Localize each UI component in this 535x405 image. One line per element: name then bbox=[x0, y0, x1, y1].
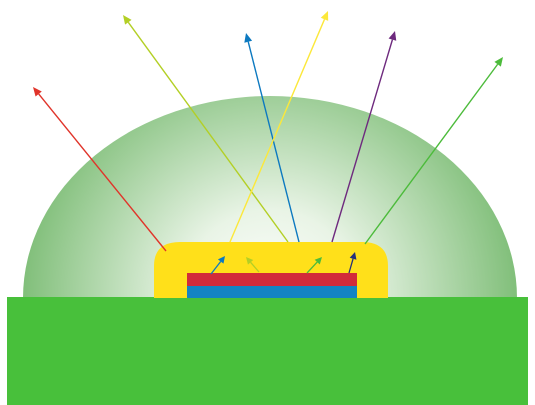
internal-arrows bbox=[210, 252, 357, 275]
substrate bbox=[7, 297, 528, 405]
internal-arrow-blue bbox=[210, 256, 225, 275]
chip-top-layer bbox=[187, 273, 357, 286]
emitted-ray-yellow-green bbox=[123, 15, 289, 243]
emitted-rays bbox=[33, 11, 503, 252]
dome-lens bbox=[23, 96, 517, 298]
internal-arrow-yellow-green bbox=[246, 257, 260, 273]
emitted-ray-blue bbox=[244, 33, 300, 243]
emitted-ray-green bbox=[364, 57, 503, 245]
internal-arrow-navy bbox=[348, 252, 357, 274]
chip-bottom-layer bbox=[187, 286, 357, 298]
emitted-ray-red bbox=[33, 87, 167, 252]
emitted-ray-yellow bbox=[229, 11, 329, 243]
internal-arrow-green bbox=[306, 257, 322, 274]
emitted-ray-purple bbox=[331, 31, 397, 243]
